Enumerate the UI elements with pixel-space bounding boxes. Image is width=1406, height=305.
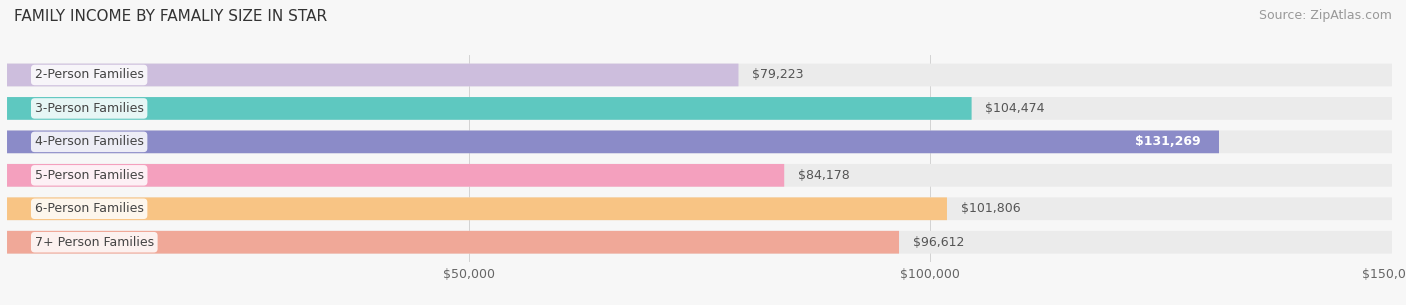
FancyBboxPatch shape [7,64,738,86]
Text: $79,223: $79,223 [752,68,804,81]
FancyBboxPatch shape [7,231,1392,253]
FancyBboxPatch shape [7,97,1392,120]
Text: 3-Person Families: 3-Person Families [35,102,143,115]
Text: 4-Person Families: 4-Person Families [35,135,143,148]
FancyBboxPatch shape [7,231,898,253]
FancyBboxPatch shape [7,164,785,187]
Text: $101,806: $101,806 [960,202,1021,215]
Text: $104,474: $104,474 [986,102,1045,115]
FancyBboxPatch shape [7,97,972,120]
FancyBboxPatch shape [7,197,948,220]
FancyBboxPatch shape [7,164,1392,187]
Text: 5-Person Families: 5-Person Families [35,169,143,182]
FancyBboxPatch shape [7,131,1392,153]
FancyBboxPatch shape [7,131,1219,153]
Text: 7+ Person Families: 7+ Person Families [35,236,153,249]
Text: $96,612: $96,612 [912,236,965,249]
Text: $84,178: $84,178 [799,169,849,182]
Text: Source: ZipAtlas.com: Source: ZipAtlas.com [1258,9,1392,22]
FancyBboxPatch shape [7,197,1392,220]
Text: 2-Person Families: 2-Person Families [35,68,143,81]
Text: FAMILY INCOME BY FAMALIY SIZE IN STAR: FAMILY INCOME BY FAMALIY SIZE IN STAR [14,9,328,24]
FancyBboxPatch shape [7,64,1392,86]
Text: 6-Person Families: 6-Person Families [35,202,143,215]
Text: $131,269: $131,269 [1135,135,1201,148]
